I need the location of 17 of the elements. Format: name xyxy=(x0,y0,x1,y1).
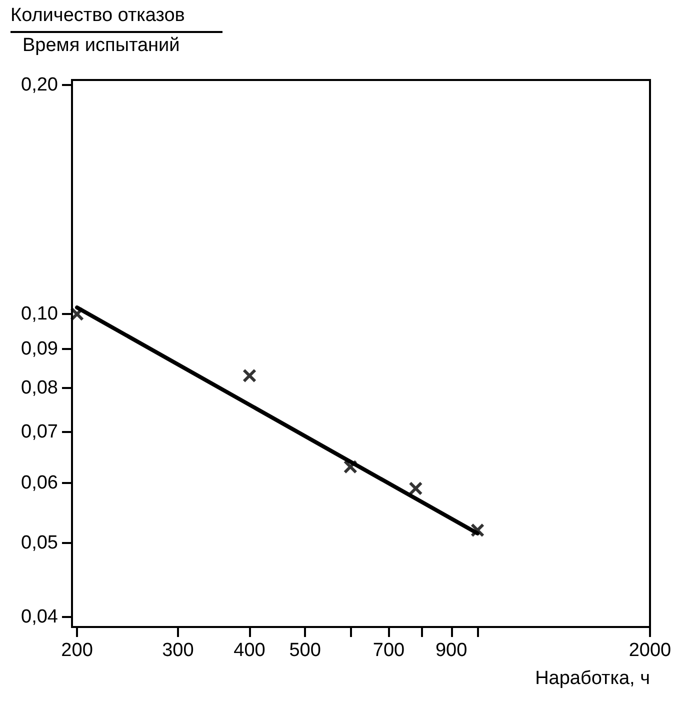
x-axis-title: Наработка, ч xyxy=(535,668,650,689)
y-tick-label: 0,10 xyxy=(21,304,58,325)
y-tick-label: 0,08 xyxy=(21,377,58,398)
y-tick-label: 0,04 xyxy=(21,606,58,628)
x-tick-label: 500 xyxy=(289,640,321,661)
y-axis-title: Количество отказов Время испытаний xyxy=(10,5,185,56)
x-tick-label: 300 xyxy=(162,640,194,661)
y-tick-label: 0,09 xyxy=(21,338,58,360)
x-tick-label: 700 xyxy=(372,640,405,661)
x-tick-label: 200 xyxy=(61,640,93,661)
y-tick-label: 0,20 xyxy=(21,74,58,96)
y-tick-label: 0,05 xyxy=(21,532,58,554)
y-tick-label: 0,06 xyxy=(21,472,58,494)
y-tick-label: 0,07 xyxy=(21,421,58,442)
x-tick-label: 400 xyxy=(234,640,266,661)
x-tick-label: 2000 xyxy=(628,640,672,661)
x-tick-label: 900 xyxy=(435,640,468,661)
